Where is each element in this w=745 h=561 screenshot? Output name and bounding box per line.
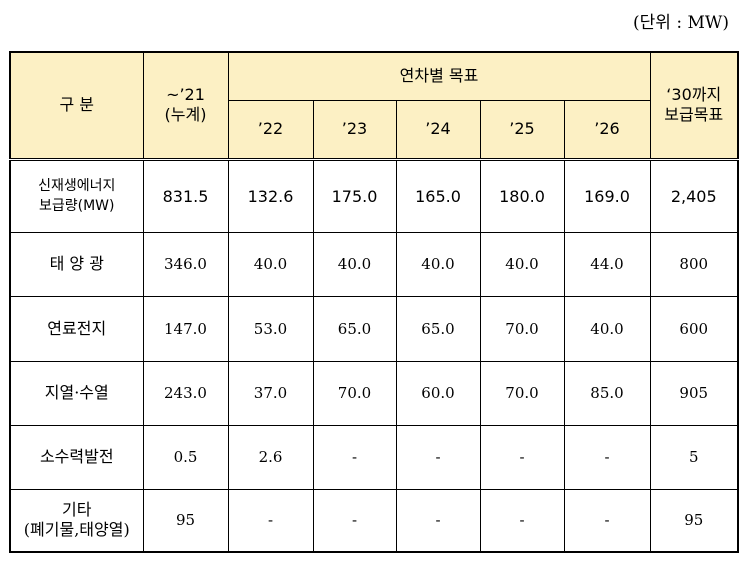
year-value: -: [395, 488, 481, 553]
year-value: 65.0: [312, 295, 397, 362]
year-value: 70.0: [479, 360, 565, 426]
year-value: 175.0: [312, 158, 397, 233]
cumulative-value: 346.0: [142, 231, 229, 297]
header-cumulative: ~’21 (누계): [142, 51, 229, 161]
year-value: 70.0: [312, 360, 397, 426]
header-2030-target-line2: 보급목표: [664, 105, 724, 125]
table-row: 지열·수열 243.0 37.0 70.0 60.0 70.0 85.0 905: [9, 360, 739, 426]
target-value: 905: [649, 360, 739, 426]
year-value: 2.6: [227, 424, 314, 490]
year-value: 169.0: [563, 158, 651, 233]
row-label: 연료전지: [9, 295, 144, 362]
year-value: 85.0: [563, 360, 651, 426]
year-value: 40.0: [227, 231, 314, 297]
row-label: 지열·수열: [9, 360, 144, 426]
year-value: -: [312, 424, 397, 490]
header-year: ’25: [479, 99, 565, 161]
header-year: ’24: [395, 99, 481, 161]
row-label-line1: 기타: [62, 500, 92, 520]
target-value: 800: [649, 231, 739, 297]
cumulative-value: 243.0: [142, 360, 229, 426]
header-year: ’22: [227, 99, 314, 161]
year-value: -: [395, 424, 481, 490]
year-value: -: [563, 488, 651, 553]
cumulative-value: 95: [142, 488, 229, 553]
cumulative-value: 0.5: [142, 424, 229, 490]
target-value: 5: [649, 424, 739, 490]
year-value: 44.0: [563, 231, 651, 297]
target-value: 2,405: [649, 158, 739, 233]
header-category: 구 분: [9, 51, 144, 161]
cumulative-value: 831.5: [142, 158, 229, 233]
year-value: 180.0: [479, 158, 565, 233]
row-label-line2: 보급량(MW): [39, 198, 115, 214]
year-value: -: [479, 488, 565, 553]
year-value: 40.0: [563, 295, 651, 362]
target-value: 600: [649, 295, 739, 362]
row-label: 태 양 광: [9, 231, 144, 297]
row-label: 기타 (폐기물,태양열): [9, 488, 144, 553]
header-cumulative-year: ~’21: [166, 85, 205, 105]
year-value: 40.0: [312, 231, 397, 297]
table-row: 태 양 광 346.0 40.0 40.0 40.0 40.0 44.0 800: [9, 231, 739, 297]
target-value: 95: [649, 488, 739, 553]
year-value: 40.0: [479, 231, 565, 297]
year-value: 37.0: [227, 360, 314, 426]
year-value: -: [312, 488, 397, 553]
unit-label: (단위 : MW): [633, 13, 729, 33]
table-row: 신재생에너지 보급량(MW) 831.5 132.6 175.0 165.0 1…: [9, 158, 739, 233]
header-cumulative-note: (누계): [164, 105, 207, 125]
year-value: 132.6: [227, 158, 314, 233]
header-year: ’26: [563, 99, 651, 161]
year-value: 65.0: [395, 295, 481, 362]
cumulative-value: 147.0: [142, 295, 229, 362]
header-annual-target: 연차별 목표: [227, 51, 651, 101]
year-value: -: [563, 424, 651, 490]
header-year: ’23: [312, 99, 397, 161]
year-value: 40.0: [395, 231, 481, 297]
year-value: -: [227, 488, 314, 553]
row-label-line1: 신재생에너지: [38, 178, 116, 194]
row-label: 신재생에너지 보급량(MW): [9, 158, 144, 233]
header-2030-target: ‘30까지 보급목표: [649, 51, 739, 161]
header-2030-target-line1: ‘30까지: [666, 85, 722, 105]
renewable-energy-target-table: 구 분 ~’21 (누계) 연차별 목표 ‘30까지 보급목표 ’22 ’23 …: [9, 51, 739, 553]
year-value: 53.0: [227, 295, 314, 362]
year-value: -: [479, 424, 565, 490]
year-value: 165.0: [395, 158, 481, 233]
year-value: 70.0: [479, 295, 565, 362]
row-label-line2: (폐기물,태양열): [23, 520, 130, 540]
table-row: 연료전지 147.0 53.0 65.0 65.0 70.0 40.0 600: [9, 295, 739, 362]
table-row: 기타 (폐기물,태양열) 95 - - - - - 95: [9, 488, 739, 553]
table-row: 소수력발전 0.5 2.6 - - - - 5: [9, 424, 739, 490]
row-label: 소수력발전: [9, 424, 144, 490]
year-value: 60.0: [395, 360, 481, 426]
